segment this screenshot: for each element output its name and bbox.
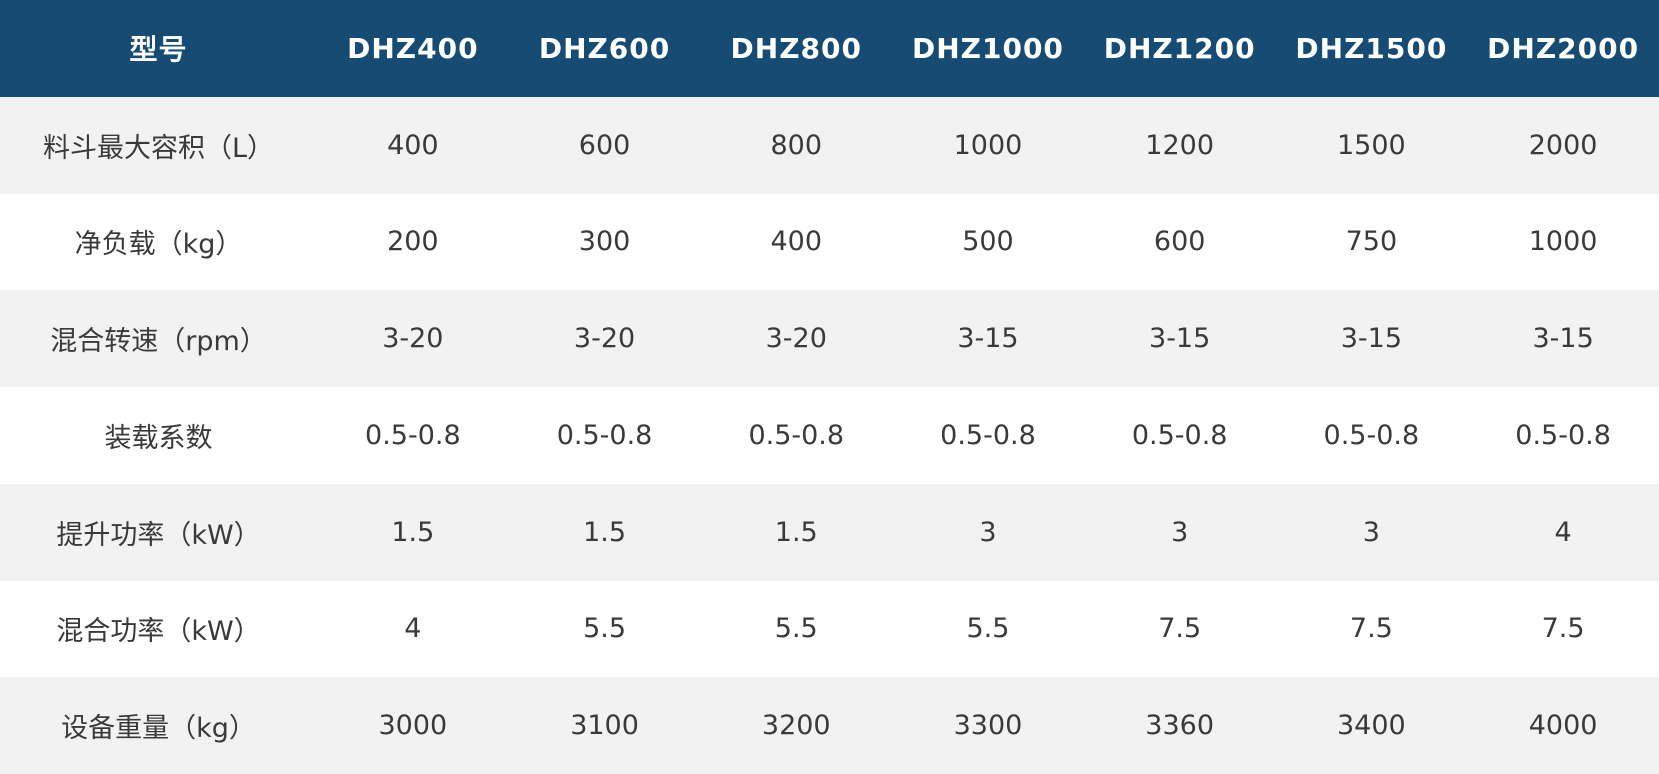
spec-value: 3 — [892, 483, 1084, 581]
spec-label: 设备重量（kg） — [0, 677, 317, 774]
spec-value: 4 — [317, 580, 509, 678]
spec-label: 提升功率（kW） — [0, 483, 317, 581]
spec-value: 1.5 — [508, 483, 701, 581]
spec-value: 1000 — [1467, 193, 1659, 291]
spec-value: 3-15 — [1083, 290, 1276, 387]
spec-value: 600 — [1083, 193, 1276, 291]
spec-row: 净负载（kg） 200 300 400 500 600 750 1000 — [0, 193, 1659, 291]
model-header: DHZ1000 — [892, 0, 1084, 97]
spec-value: 1.5 — [317, 483, 509, 581]
spec-value: 4000 — [1467, 677, 1659, 774]
spec-value: 3-20 — [317, 290, 509, 387]
model-header: DHZ600 — [508, 0, 701, 97]
spec-value: 500 — [892, 193, 1084, 291]
spec-row: 提升功率（kW） 1.5 1.5 1.5 3 3 3 4 — [0, 483, 1659, 581]
label-header: 型号 — [0, 0, 317, 97]
spec-value: 200 — [317, 193, 509, 291]
spec-value: 3200 — [700, 677, 893, 774]
spec-row: 装载系数 0.5-0.8 0.5-0.8 0.5-0.8 0.5-0.8 0.5-0.8 0… — [0, 387, 1659, 484]
spec-value: 400 — [700, 193, 893, 291]
spec-value: 0.5-0.8 — [508, 387, 701, 484]
spec-value: 1500 — [1275, 96, 1468, 194]
spec-value: 2000 — [1467, 96, 1659, 194]
spec-value: 1.5 — [700, 483, 893, 581]
spec-value: 800 — [700, 96, 893, 194]
spec-value: 7.5 — [1467, 580, 1659, 678]
spec-value: 3360 — [1083, 677, 1276, 774]
model-header: DHZ800 — [700, 0, 893, 97]
spec-value: 750 — [1275, 193, 1468, 291]
spec-row: 混合功率（kW） 4 5.5 5.5 5.5 7.5 7.5 7.5 — [0, 580, 1659, 678]
spec-value: 3-15 — [1467, 290, 1659, 387]
spec-value: 0.5-0.8 — [1467, 387, 1659, 484]
spec-label: 混合转速（rpm） — [0, 290, 317, 387]
spec-value: 3 — [1275, 483, 1468, 581]
spec-label: 混合功率（kW） — [0, 580, 317, 678]
spec-value: 600 — [508, 96, 701, 194]
model-header: DHZ1200 — [1083, 0, 1276, 97]
spec-value: 0.5-0.8 — [317, 387, 509, 484]
spec-value: 0.5-0.8 — [1275, 387, 1468, 484]
model-header: DHZ400 — [317, 0, 509, 97]
spec-value: 1200 — [1083, 96, 1276, 194]
spec-value: 3100 — [508, 677, 701, 774]
spec-value: 7.5 — [1083, 580, 1276, 678]
spec-label: 料斗最大容积（L） — [0, 96, 317, 194]
header-row: 型号 DHZ400 DHZ600 DHZ800 DHZ1000 DHZ1200 DHZ150… — [0, 0, 1659, 97]
spec-value: 0.5-0.8 — [1083, 387, 1276, 484]
spec-value: 3400 — [1275, 677, 1468, 774]
spec-value: 400 — [317, 96, 509, 194]
spec-value: 3-15 — [1275, 290, 1468, 387]
spec-value: 3300 — [892, 677, 1084, 774]
spec-row: 设备重量（kg） 3000 3100 3200 3300 3360 3400 4000 — [0, 677, 1659, 774]
spec-value: 300 — [508, 193, 701, 291]
spec-label: 净负载（kg） — [0, 193, 317, 291]
spec-value: 5.5 — [892, 580, 1084, 678]
spec-value: 3-15 — [892, 290, 1084, 387]
spec-value: 3 — [1083, 483, 1276, 581]
spec-value: 4 — [1467, 483, 1659, 581]
spec-value: 5.5 — [700, 580, 893, 678]
spec-value: 3-20 — [508, 290, 701, 387]
model-header: DHZ2000 — [1467, 0, 1659, 97]
spec-row: 料斗最大容积（L） 400 600 800 1000 1200 1500 2000 — [0, 96, 1659, 194]
spec-value: 0.5-0.8 — [892, 387, 1084, 484]
spec-value: 0.5-0.8 — [700, 387, 893, 484]
spec-value: 3-20 — [700, 290, 893, 387]
spec-value: 5.5 — [508, 580, 701, 678]
model-header: DHZ1500 — [1275, 0, 1468, 97]
spec-value: 3000 — [317, 677, 509, 774]
spec-row: 混合转速（rpm） 3-20 3-20 3-20 3-15 3-15 3-15 3-15 — [0, 290, 1659, 387]
spec-label: 装载系数 — [0, 387, 317, 484]
spec-value: 7.5 — [1275, 580, 1468, 678]
spec-value: 1000 — [892, 96, 1084, 194]
